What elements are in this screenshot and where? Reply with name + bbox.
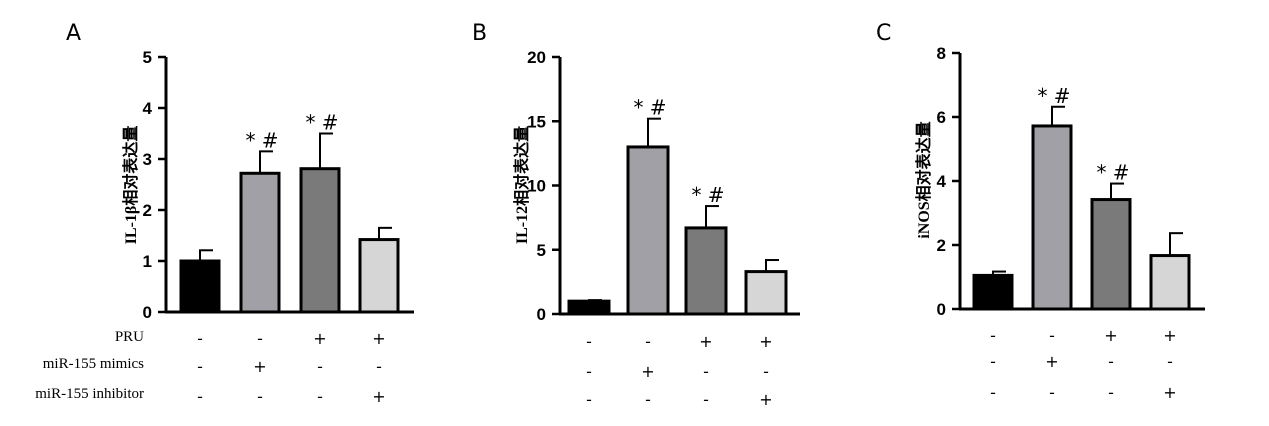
y-tick-label-a-1: 1 — [143, 252, 152, 271]
condition-sign-c-0-1: - — [1049, 326, 1055, 345]
panel-b: B IL-12相对表达量 0 5 10 15 20 * # * # — [472, 21, 800, 324]
significance-mark-c-1: * # — [1037, 84, 1070, 108]
y-tick-label-c-2: 4 — [937, 172, 947, 191]
panel-c: C iNOS相对表达量 0 2 4 6 8 * # * # — [876, 21, 1205, 319]
condition-label-mimics: miR-155 mimics — [43, 356, 144, 372]
bar-a-1 — [239, 171, 281, 314]
condition-sign-b-2-0: - — [586, 390, 592, 409]
panel-letter-b: B — [472, 21, 487, 46]
y-tick-label-a-0: 0 — [143, 303, 152, 322]
condition-sign-c-1-2: - — [1108, 352, 1114, 371]
bar-b-1 — [626, 145, 670, 316]
bar-a-2 — [299, 167, 341, 314]
condition-sign-a-2-2: - — [317, 387, 323, 406]
condition-sign-a-1-2: - — [317, 357, 323, 376]
condition-sign-c-2-1: - — [1049, 383, 1055, 402]
condition-sign-a-1-0: - — [197, 357, 203, 376]
y-tick-label-c-4: 8 — [937, 44, 946, 63]
condition-sign-b-1-3: - — [763, 362, 769, 381]
condition-sign-b-0-0: - — [586, 332, 592, 351]
condition-signs: - - + + - + - - - - - + - - + + - + - - - - - + - - + + - + - - - - - + — [197, 326, 1177, 409]
condition-label-inhibitor: miR-155 inhibitor — [35, 386, 144, 402]
y-tick-label-b-1: 5 — [537, 241, 546, 260]
marks-b: 0 5 10 15 20 * # * # — [527, 48, 788, 324]
y-tick-label-a-5: 5 — [143, 48, 152, 67]
bar-c-3 — [1149, 254, 1191, 311]
marks-a: 0 1 2 3 4 5 * # * # — [143, 48, 400, 322]
condition-sign-c-0-3: + — [1163, 326, 1176, 345]
condition-sign-c-2-3: + — [1163, 383, 1176, 402]
bar-a-0 — [179, 259, 221, 314]
bar-b-2 — [684, 226, 728, 316]
condition-sign-b-2-3: + — [759, 390, 772, 409]
condition-sign-a-2-0: - — [197, 387, 203, 406]
condition-sign-a-2-3: + — [372, 387, 385, 406]
condition-sign-b-0-3: + — [759, 332, 772, 351]
bar-b-0 — [567, 299, 611, 316]
bar-c-0 — [972, 273, 1014, 311]
condition-sign-a-2-1: - — [257, 387, 263, 406]
condition-sign-c-2-0: - — [990, 383, 996, 402]
condition-sign-b-1-0: - — [586, 362, 592, 381]
condition-sign-c-0-2: + — [1104, 326, 1117, 345]
y-tick-label-b-3: 15 — [527, 112, 546, 131]
significance-mark-b-2: * # — [691, 183, 724, 207]
condition-sign-a-0-0: - — [197, 329, 203, 348]
condition-sign-b-2-1: - — [645, 390, 651, 409]
condition-sign-c-0-0: - — [990, 326, 996, 345]
condition-sign-a-1-1: + — [253, 357, 266, 376]
marks-c: 0 2 4 6 8 * # * # — [937, 44, 1191, 319]
condition-sign-a-0-2: + — [313, 329, 326, 348]
y-tick-label-c-3: 6 — [937, 108, 946, 127]
y-tick-label-a-2: 2 — [143, 201, 152, 220]
condition-sign-c-2-2: - — [1108, 383, 1114, 402]
y-tick-label-b-0: 0 — [537, 305, 546, 324]
y-axis-label-b: IL-12相对表达量 — [512, 126, 531, 244]
condition-sign-b-1-1: + — [641, 362, 654, 381]
y-tick-label-c-0: 0 — [937, 300, 946, 319]
y-tick-label-a-3: 3 — [143, 150, 152, 169]
condition-sign-b-0-2: + — [699, 332, 712, 351]
significance-mark-c-2: * # — [1096, 161, 1129, 185]
y-axis-label-a: IL-1β相对表达量 — [121, 126, 140, 245]
significance-mark-a-2: * # — [305, 111, 338, 135]
condition-sign-a-0-3: + — [372, 329, 385, 348]
condition-sign-b-1-2: - — [703, 362, 709, 381]
condition-sign-a-0-1: - — [257, 329, 263, 348]
bar-b-3 — [744, 270, 788, 316]
y-tick-label-b-4: 20 — [527, 48, 546, 67]
y-tick-label-c-1: 2 — [937, 236, 946, 255]
bar-c-2 — [1090, 198, 1132, 311]
condition-label-pru: PRU — [115, 329, 144, 345]
bar-c-1 — [1031, 124, 1073, 311]
condition-sign-b-0-1: - — [645, 332, 651, 351]
condition-sign-c-1-0: - — [990, 352, 996, 371]
condition-sign-c-1-3: - — [1167, 352, 1173, 371]
significance-mark-b-1: * # — [633, 96, 666, 120]
panel-a: A IL-1β相对表达量 0 1 2 3 4 5 * # * # — [66, 21, 414, 322]
condition-sign-c-1-1: + — [1045, 352, 1058, 371]
panel-letter-a: A — [66, 21, 81, 46]
significance-mark-a-1: * # — [245, 128, 278, 152]
bar-a-3 — [358, 238, 400, 314]
y-tick-label-b-2: 10 — [527, 177, 546, 196]
y-axis-label-c: iNOS相对表达量 — [914, 121, 933, 238]
condition-sign-a-1-3: - — [376, 357, 382, 376]
condition-sign-b-2-2: - — [703, 390, 709, 409]
panel-letter-c: C — [876, 21, 891, 46]
y-tick-label-a-4: 4 — [143, 99, 153, 118]
